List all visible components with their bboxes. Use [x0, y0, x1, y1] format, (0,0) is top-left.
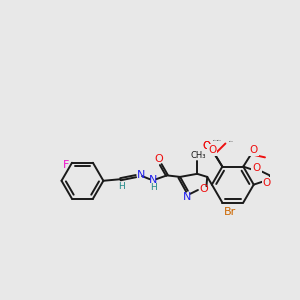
- Text: O: O: [155, 154, 164, 164]
- Text: N: N: [137, 170, 146, 180]
- Text: CH₃: CH₃: [191, 151, 206, 160]
- Text: N: N: [183, 192, 191, 202]
- Text: O: O: [249, 146, 257, 155]
- Text: O: O: [200, 184, 208, 194]
- Text: N: N: [149, 175, 157, 185]
- Text: O: O: [203, 141, 211, 151]
- Text: Br: Br: [224, 207, 236, 217]
- Text: O: O: [203, 141, 211, 151]
- Text: F: F: [63, 160, 70, 170]
- Text: O: O: [208, 146, 216, 155]
- Text: H: H: [118, 182, 125, 191]
- Text: H: H: [150, 183, 157, 192]
- Text: O: O: [263, 178, 271, 188]
- Text: methyl: methyl: [229, 141, 234, 142]
- Text: methyl: methyl: [217, 140, 222, 141]
- Text: methoxy: methoxy: [213, 140, 219, 141]
- Text: O: O: [252, 163, 261, 173]
